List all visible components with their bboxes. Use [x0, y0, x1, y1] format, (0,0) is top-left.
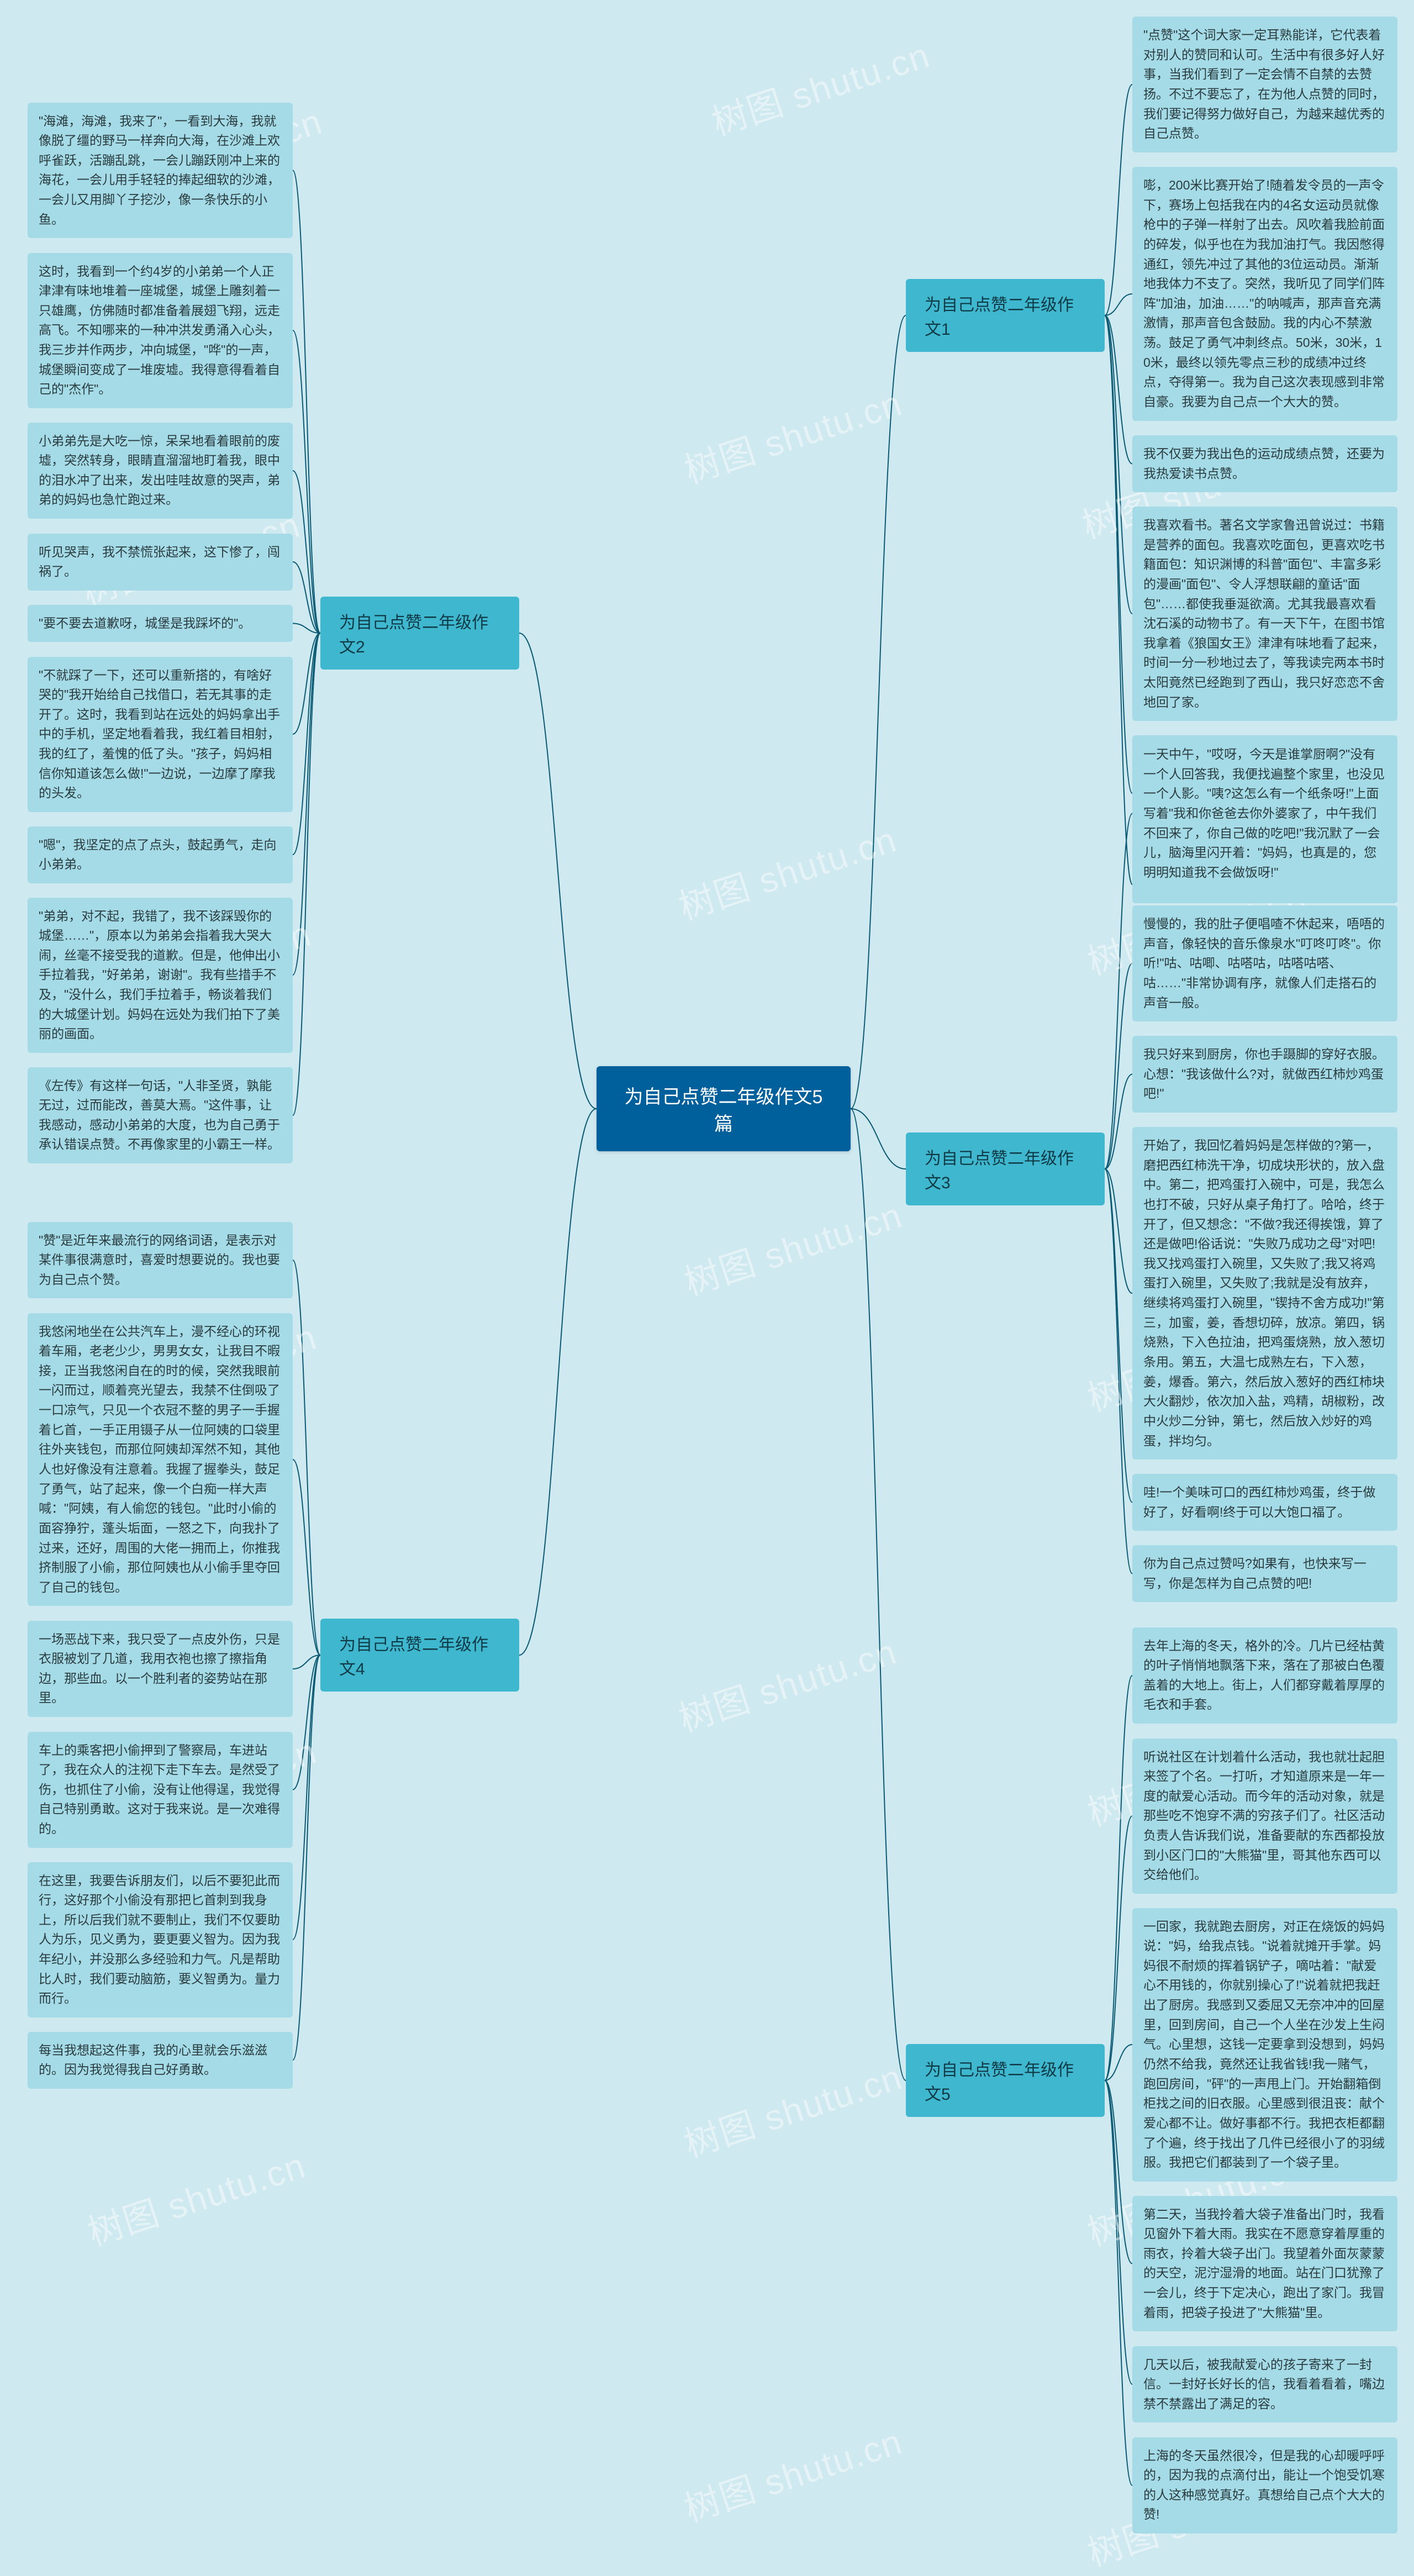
leaf-b3-1: 慢慢的，我的肚子便唱喳不休起来，唔唔的声音，像轻快的音乐像泉水"叮咚叮咚"。你听… [1132, 905, 1397, 1021]
leaf-b4-1: 我悠闲地坐在公共汽车上，漫不经心的环视着车厢，老老少少，男男女女，让我目不暇接，… [28, 1313, 293, 1606]
branch-b5: 为自己点赞二年级作文5 [906, 2044, 1105, 2117]
leaf-b4-3: 车上的乘客把小偷押到了警察局，车进站了，我在众人的注视下走下车去。是然受了伤，也… [28, 1732, 293, 1848]
branch-b2: 为自己点赞二年级作文2 [320, 597, 519, 670]
leaf-b1-0: "点赞"这个词大家一定耳熟能详，它代表着对别人的赞同和认可。生活中有很多好人好事… [1132, 17, 1397, 152]
watermark: 树图 shutu.cn [672, 1624, 903, 1742]
leaf-b2-0: "海滩，海滩，我来了"，一看到大海，我就像脱了缰的野马一样奔向大海，在沙滩上欢呼… [28, 103, 293, 239]
leaf-b5-1: 听说社区在计划着什么活动，我也就壮起胆来签了个名。一打听，才知道原来是一年一度的… [1132, 1739, 1397, 1894]
center-node: 为自己点赞二年级作文5篇 [597, 1066, 851, 1151]
leaf-b2-7: "弟弟，对不起，我错了，我不该踩毁你的城堡……"，原本以为弟弟会指着我大哭大闹，… [28, 898, 293, 1053]
watermark: 树图 shutu.cn [677, 1187, 908, 1305]
leaf-b2-2: 小弟弟先是大吃一惊，呆呆地看着眼前的废墟，突然转身，眼睛直溜溜地盯着我，眼中的泪… [28, 423, 293, 519]
leaf-b3-0: 一天中午，"哎呀，今天是谁掌厨啊?"没有一个人回答我，我便找遍整个家里，也没见一… [1132, 736, 1397, 891]
leaf-b2-3: 听见哭声，我不禁慌张起来，这下惨了，闯祸了。 [28, 534, 293, 591]
branch-b4: 为自己点赞二年级作文4 [320, 1619, 519, 1692]
leaf-b1-2: 我不仅要为我出色的运动成绩点赞，还要为我热爱读书点赞。 [1132, 435, 1397, 492]
leaf-b4-4: 在这里，我要告诉朋友们，以后不要犯此而行，这好那个小偷没有那把匕首刺到我身上，所… [28, 1862, 293, 2017]
leaf-b3-2: 我只好来到厨房，你也手蹑脚的穿好衣服。心想："我该做什么?对，就做西红柿炒鸡蛋吧… [1132, 1036, 1397, 1113]
leaf-b5-4: 几天以后，被我献爱心的孩子寄来了一封信。一封好长好长的信，我看着看着，嘴边禁不禁… [1132, 2346, 1397, 2423]
watermark: 树图 shutu.cn [705, 27, 936, 145]
leaf-b2-6: "嗯"，我坚定的点了点头，鼓起勇气，走向小弟弟。 [28, 826, 293, 883]
leaf-b3-4: 哇!一个美味可口的西红柿炒鸡蛋，终于做好了，好看啊!终于可以大饱口福了。 [1132, 1474, 1397, 1531]
watermark: 树图 shutu.cn [677, 2414, 908, 2532]
leaf-b4-0: "赞"是近年来最流行的网络词语，是表示对某件事很满意时，喜爱时想要说的。我也要为… [28, 1222, 293, 1299]
leaf-b1-3: 我喜欢看书。著名文学家鲁迅曾说过：书籍是营养的面包。我喜欢吃面包，更喜欢吃书籍面… [1132, 507, 1397, 721]
leaf-b2-8: 《左传》有这样一句话，"人非圣贤，孰能无过，过而能改，善莫大焉。"这件事，让我感… [28, 1067, 293, 1164]
leaf-b3-5: 你为自己点过赞吗?如果有，也快来写一写，你是怎样为自己点赞的吧! [1132, 1545, 1397, 1602]
branch-b1: 为自己点赞二年级作文1 [906, 279, 1105, 352]
leaf-b1-1: 嘭，200米比赛开始了!随着发令员的一声令下，赛场上包括我在内的4名女运动员就像… [1132, 167, 1397, 421]
branch-b3: 为自己点赞二年级作文3 [906, 1132, 1105, 1205]
watermark: 树图 shutu.cn [677, 2049, 908, 2167]
leaf-b5-5: 上海的冬天虽然很冷，但是我的心却暖呼呼的，因为我的点滴付出，能让一个饱受饥寒的人… [1132, 2437, 1397, 2534]
leaf-b3-3: 开始了，我回忆着妈妈是怎样做的?第一，磨把西红柿洗干净，切成块形状的，放入盘中。… [1132, 1127, 1397, 1460]
leaf-b2-1: 这时，我看到一个约4岁的小弟弟一个人正津津有味地堆着一座城堡，城堡上雕刻着一只雄… [28, 253, 293, 408]
leaf-b2-5: "不就踩了一下，还可以重新搭的，有啥好哭的"我开始给自己找借口，若无其事的走开了… [28, 657, 293, 812]
leaf-b2-4: "要不要去道歉呀，城堡是我踩坏的"。 [28, 605, 293, 642]
watermark: 树图 shutu.cn [672, 812, 903, 930]
leaf-b5-2: 一回家，我就跑去厨房，对正在烧饭的妈妈说："妈，给我点钱。"说着就摊开手掌。妈妈… [1132, 1908, 1397, 2182]
leaf-b4-5: 每当我想起这件事，我的心里就会乐滋滋的。因为我觉得我自己好勇敢。 [28, 2032, 293, 2089]
leaf-b5-3: 第二天，当我拎着大袋子准备出门时，我看见窗外下着大雨。我实在不愿意穿着厚重的雨衣… [1132, 2196, 1397, 2332]
watermark: 树图 shutu.cn [677, 375, 908, 493]
watermark: 树图 shutu.cn [81, 2137, 312, 2256]
leaf-b5-0: 去年上海的冬天，格外的冷。几片已经枯黄的叶子悄悄地飘落下来，落在了那被白色覆盖着… [1132, 1627, 1397, 1724]
leaf-b4-2: 一场恶战下来，我只受了一点皮外伤，只是衣服被划了几道，我用衣袍也擦了擦指角边，那… [28, 1621, 293, 1718]
